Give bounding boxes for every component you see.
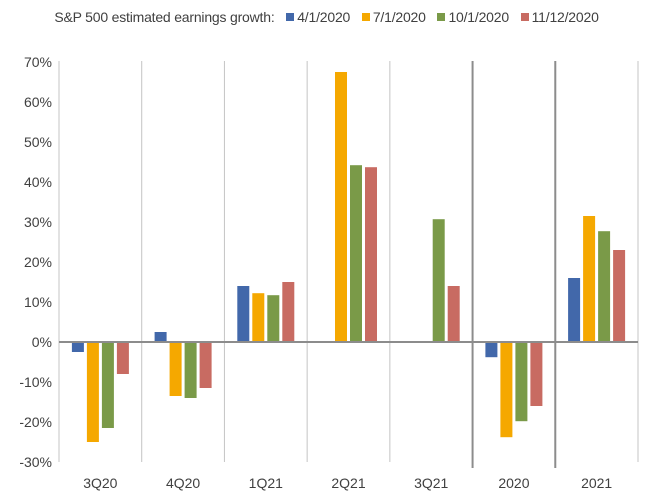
bar-2020-11-12-2020 [530,342,543,406]
x-tick-label: 4Q20 [166,475,200,491]
bar-3q20-7-1-2020 [86,342,99,442]
legend-item-7-1-2020: 7/1/2020 [361,9,426,25]
legend-swatch [520,13,529,21]
x-tick-label: 2020 [498,475,529,491]
legend-item-11-12-2020: 11/12/2020 [520,9,599,25]
bar-2q21-7-1-2020 [335,72,347,342]
legend-item-10-1-2020: 10/1/2020 [437,9,509,25]
y-tick-label: 20% [24,254,52,270]
y-tick-label: 40% [24,174,52,190]
bar-2021-10-1-2020 [598,231,611,342]
bar-1q21-4-1-2020 [237,286,250,342]
bar-2021-4-1-2020 [568,278,581,342]
bar-3q20-10-1-2020 [101,342,114,428]
y-tick-label: -10% [19,374,52,390]
bar-2q21-11-12-2020 [365,167,377,342]
y-tick-label: 50% [24,134,52,150]
legend-label: 4/1/2020 [297,9,351,25]
bar-2020-10-1-2020 [515,342,528,422]
chart-legend: S&P 500 estimated earnings growth: 4/1/2… [0,9,653,25]
x-tick-label: 2021 [581,475,612,491]
y-tick-label: 0% [32,334,52,350]
bar-1q21-7-1-2020 [252,293,265,342]
y-tick-label: 70% [24,54,52,70]
bar-3q20-11-12-2020 [116,342,129,374]
legend-label: 10/1/2020 [448,9,509,25]
bar-4q20-7-1-2020 [169,342,182,396]
bar-1q21-10-1-2020 [267,295,280,342]
bar-4q20-4-1-2020 [154,332,167,342]
bar-2020-4-1-2020 [485,342,498,358]
bar-4q20-11-12-2020 [199,342,212,388]
bar-2021-7-1-2020 [583,216,596,342]
legend-label: 11/12/2020 [531,9,599,25]
x-tick-label: 2Q21 [331,475,365,491]
x-tick-label: 1Q21 [249,475,283,491]
y-tick-label: -20% [19,414,52,430]
chart-title: S&P 500 estimated earnings growth: [54,9,275,25]
legend-item-4-1-2020: 4/1/2020 [286,9,350,25]
bar-3q21-11-12-2020 [447,286,460,342]
bar-2q21-10-1-2020 [350,165,362,342]
bar-4q20-10-1-2020 [184,342,197,398]
x-tick-label: 3Q20 [83,475,117,491]
x-tick-label: 3Q21 [414,475,448,491]
legend-swatch [361,13,370,21]
y-tick-label: 60% [24,94,52,110]
bar-2021-11-12-2020 [613,250,626,342]
y-tick-label: 30% [24,214,52,230]
y-tick-label: -30% [19,454,52,470]
legend-label: 7/1/2020 [372,9,426,25]
y-tick-label: 10% [24,294,52,310]
bar-3q20-4-1-2020 [71,342,84,352]
bar-2020-7-1-2020 [500,342,513,438]
bar-3q21-10-1-2020 [432,219,445,342]
bar-1q21-11-12-2020 [282,282,295,342]
legend-swatch [286,13,295,21]
legend-swatch [437,13,446,21]
